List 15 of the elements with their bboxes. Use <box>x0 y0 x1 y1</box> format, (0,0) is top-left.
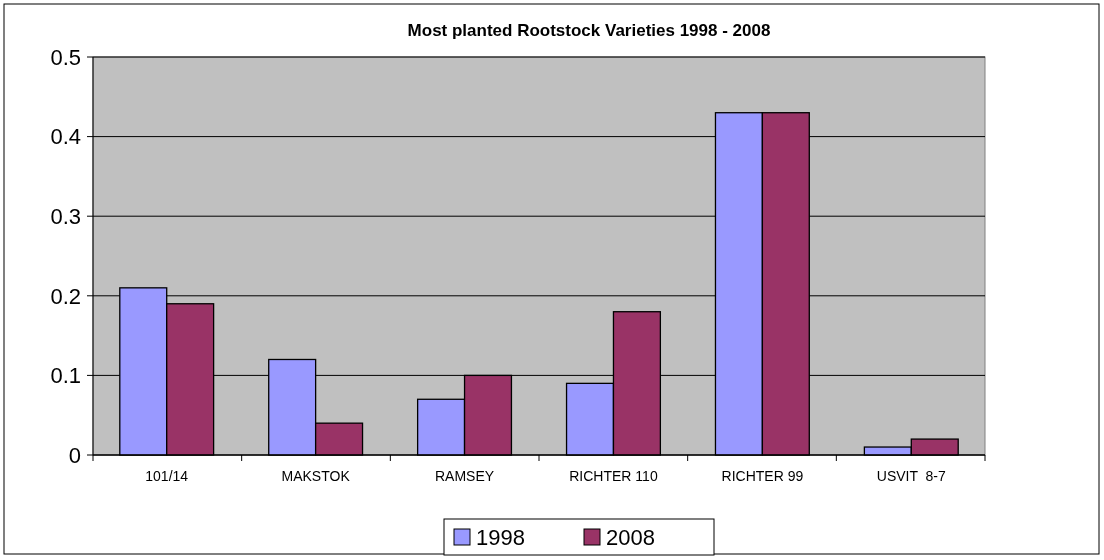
x-tick-label: RICHTER 110 <box>569 468 658 484</box>
x-tick-label: RAMSEY <box>434 468 495 484</box>
y-tick-label: 0.3 <box>50 203 81 229</box>
x-tick-label: USVIT 8-7 <box>876 468 946 484</box>
x-tick-label: MAKSTOK <box>281 468 351 484</box>
legend-label: 2008 <box>606 524 655 550</box>
chart-title: Most planted Rootstock Varieties 1998 - 2008 <box>407 21 771 40</box>
x-tick-label: 101/14 <box>145 468 189 484</box>
y-tick-label: 0.4 <box>50 124 81 150</box>
y-tick-label: 0.1 <box>50 363 81 389</box>
y-tick-label: 0.5 <box>50 44 81 70</box>
x-tick-label: RICHTER 99 <box>721 468 804 484</box>
legend-label: 1998 <box>476 524 525 550</box>
y-tick-label: 0.2 <box>50 283 81 309</box>
y-tick-label: 0 <box>68 442 81 468</box>
